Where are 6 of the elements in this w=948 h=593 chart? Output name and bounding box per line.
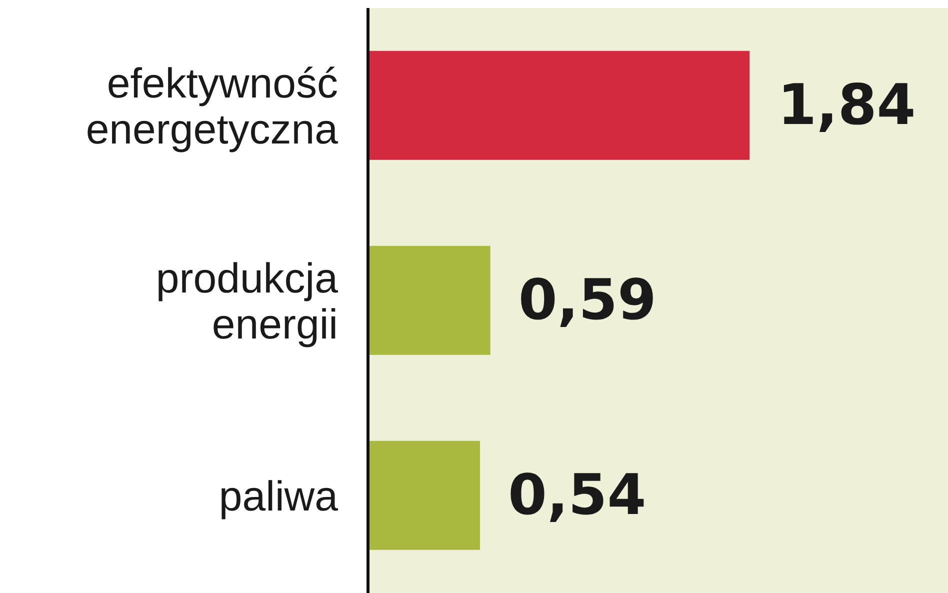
data-label: 0,59 [518,268,657,333]
data-label: 0,54 [508,462,646,528]
y-tick-label: efektywność energetyczna [86,59,339,152]
y-tick-label: paliwa [218,472,339,519]
data-label: 1,84 [778,72,916,138]
y-tick-label: produkcja energii [156,254,339,347]
